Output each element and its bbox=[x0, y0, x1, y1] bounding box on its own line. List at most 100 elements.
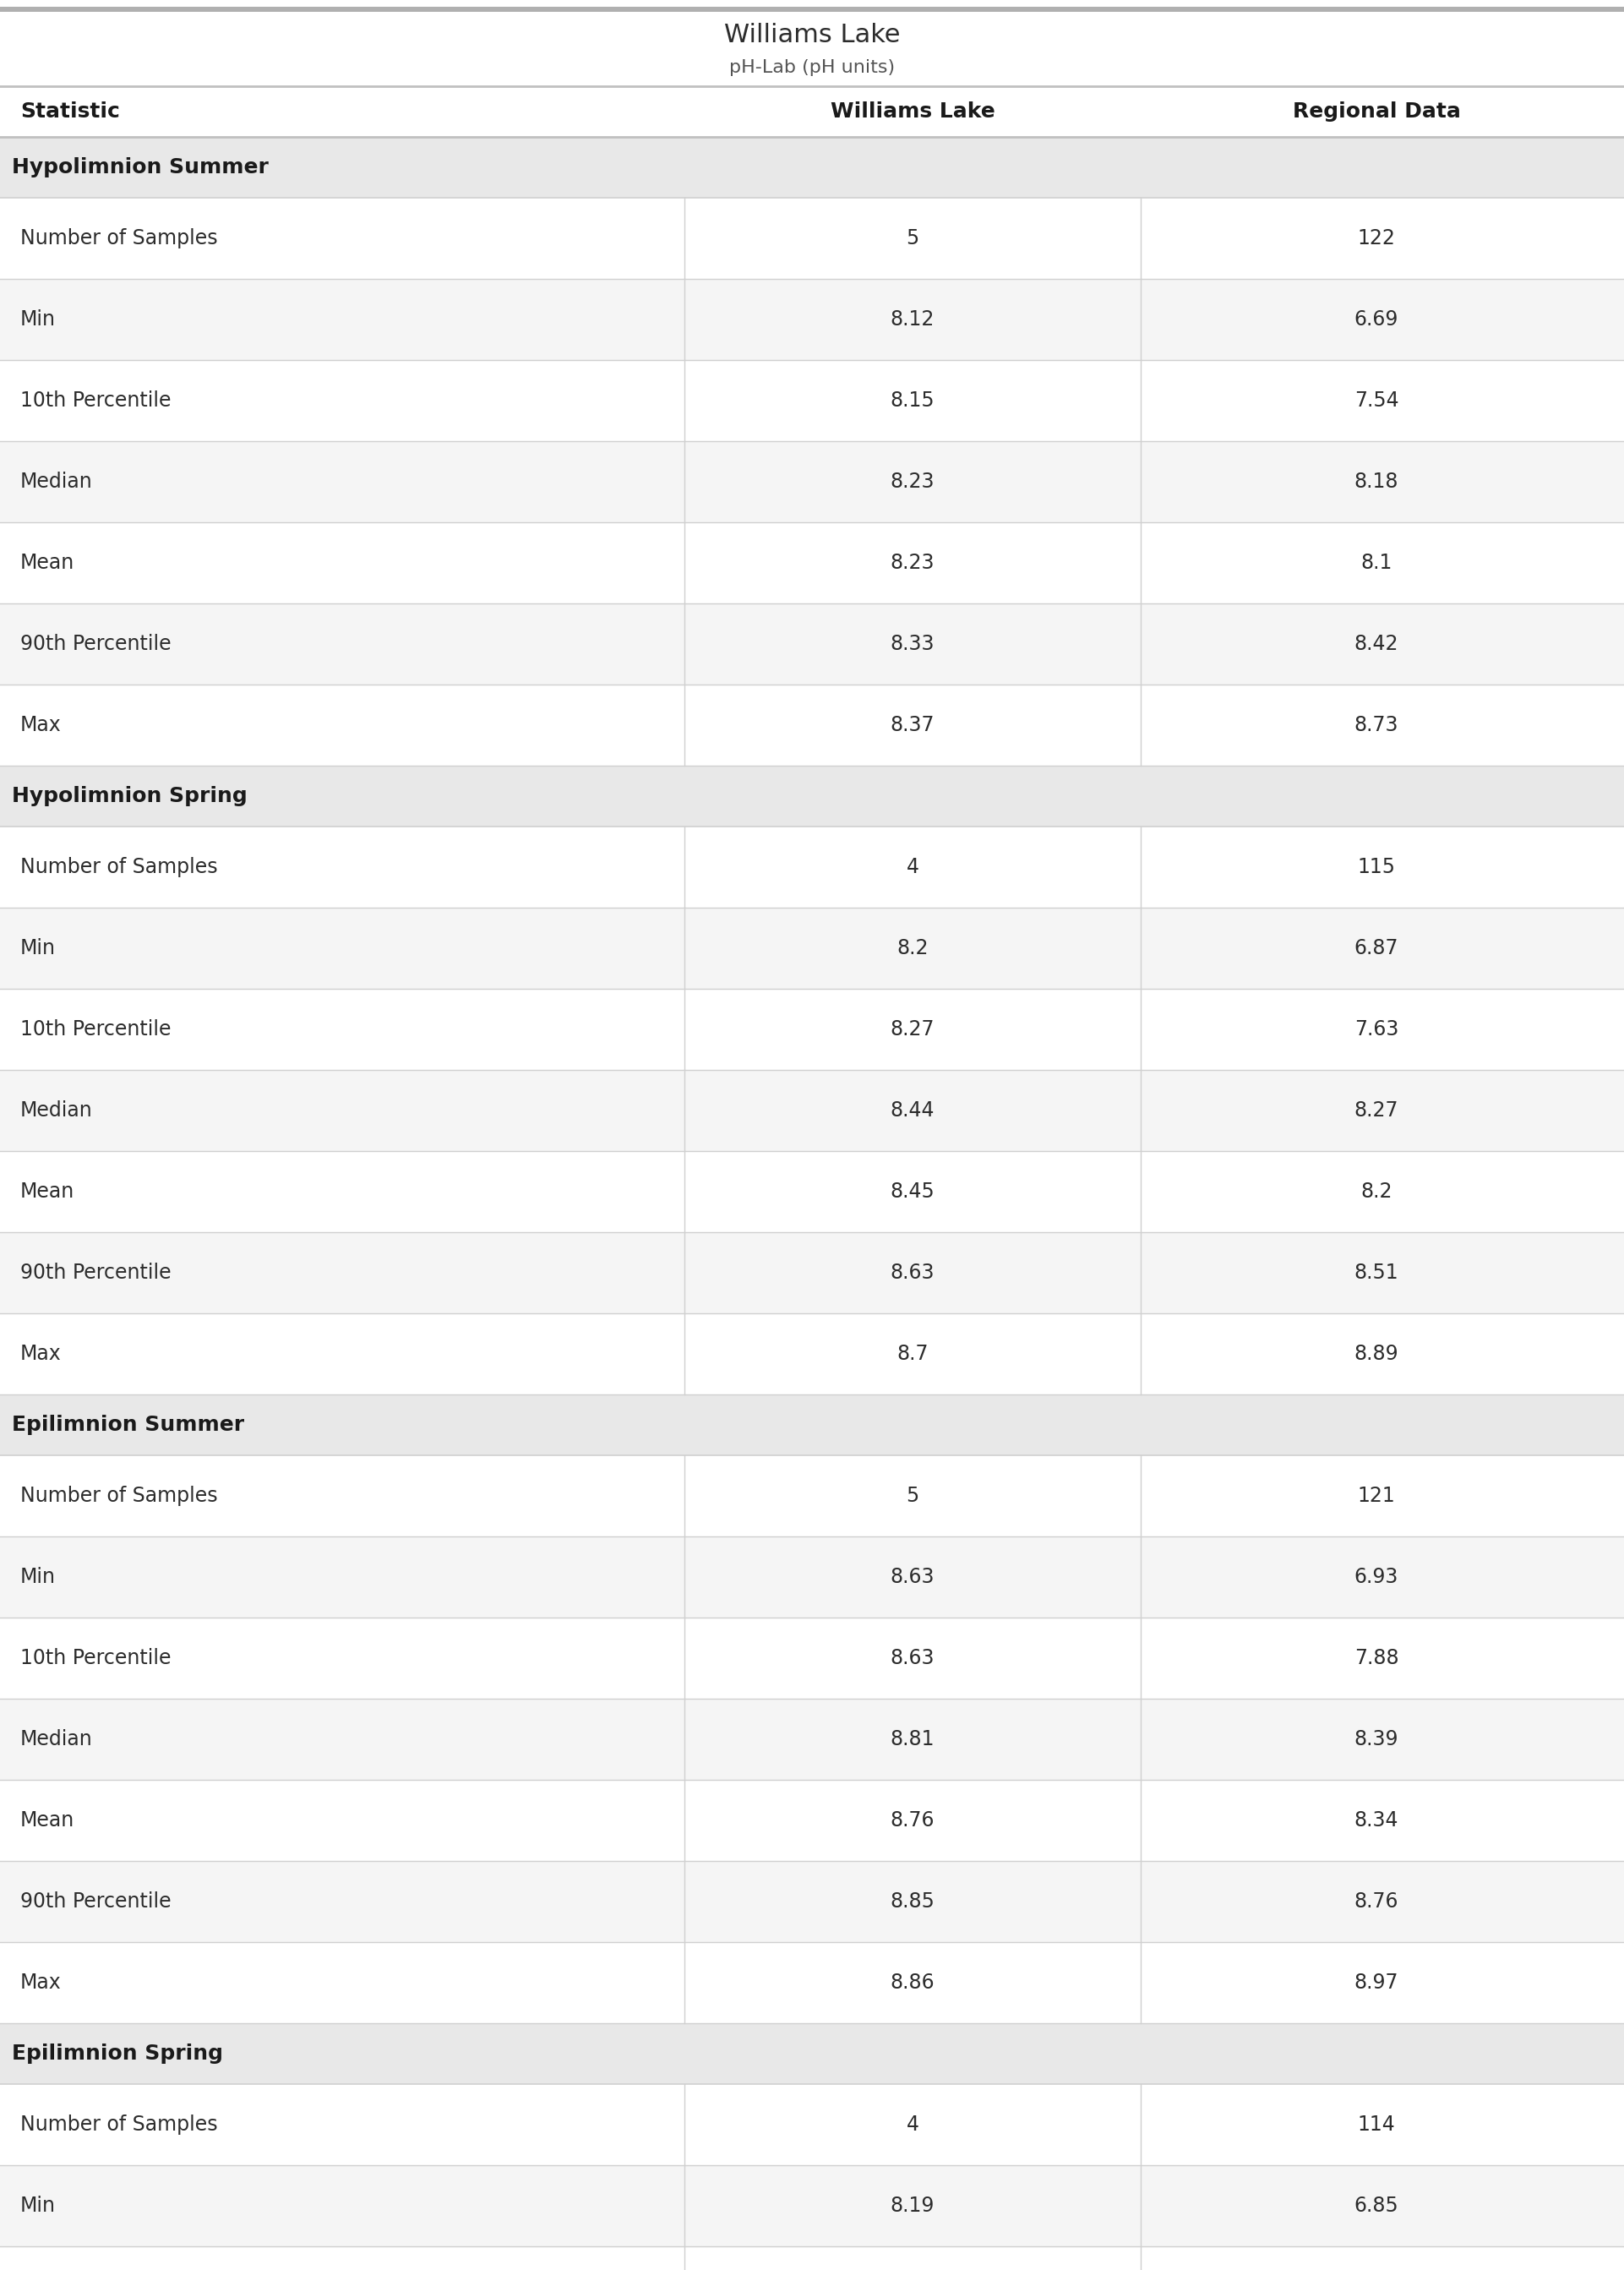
Text: 8.18: 8.18 bbox=[1354, 472, 1398, 493]
Text: 4: 4 bbox=[906, 858, 919, 876]
Bar bbox=[0, 1069, 1624, 1151]
Text: Max: Max bbox=[19, 1973, 62, 1993]
Text: 8.7: 8.7 bbox=[896, 1344, 929, 1364]
Text: 8.45: 8.45 bbox=[890, 1180, 935, 1201]
Text: 6.87: 6.87 bbox=[1354, 938, 1398, 958]
Text: 8.23: 8.23 bbox=[890, 472, 935, 493]
Text: 8.1: 8.1 bbox=[1361, 552, 1392, 572]
Bar bbox=[0, 7, 1624, 11]
Text: 8.39: 8.39 bbox=[1354, 1730, 1398, 1750]
Text: 114: 114 bbox=[1358, 2113, 1395, 2134]
Bar bbox=[0, 990, 1624, 1069]
Bar bbox=[684, 1151, 1613, 1233]
Text: 10th Percentile: 10th Percentile bbox=[19, 1019, 171, 1040]
Text: 6.69: 6.69 bbox=[1354, 309, 1398, 329]
Bar bbox=[684, 1455, 1613, 1537]
Bar bbox=[684, 1780, 1613, 1861]
Bar bbox=[0, 1861, 1624, 1943]
Text: 8.81: 8.81 bbox=[890, 1730, 935, 1750]
Text: 8.2: 8.2 bbox=[1361, 1180, 1392, 1201]
Text: 5: 5 bbox=[906, 229, 919, 247]
Text: 90th Percentile: 90th Percentile bbox=[19, 633, 171, 654]
Bar bbox=[684, 604, 1613, 686]
Text: 8.73: 8.73 bbox=[1354, 715, 1398, 735]
Bar bbox=[0, 1780, 1624, 1861]
Text: 8.86: 8.86 bbox=[890, 1973, 935, 1993]
Bar bbox=[0, 1619, 1624, 1698]
Bar bbox=[0, 2247, 1624, 2270]
Bar bbox=[0, 522, 1624, 604]
Bar bbox=[684, 2084, 1613, 2166]
Bar bbox=[684, 1619, 1613, 1698]
Text: Max: Max bbox=[19, 1344, 62, 1364]
Text: 8.2: 8.2 bbox=[896, 938, 929, 958]
Text: 8.44: 8.44 bbox=[890, 1101, 935, 1121]
Text: Number of Samples: Number of Samples bbox=[19, 1487, 218, 1505]
Text: 8.34: 8.34 bbox=[1354, 1809, 1398, 1830]
Text: 122: 122 bbox=[1358, 229, 1395, 247]
Bar bbox=[684, 522, 1613, 604]
Bar bbox=[684, 2166, 1613, 2247]
Text: 8.97: 8.97 bbox=[1354, 1973, 1398, 1993]
Bar bbox=[684, 2247, 1613, 2270]
Text: Median: Median bbox=[19, 472, 93, 493]
Text: 5: 5 bbox=[906, 1487, 919, 1505]
Text: Min: Min bbox=[19, 938, 55, 958]
Text: 8.27: 8.27 bbox=[890, 1019, 935, 1040]
Bar bbox=[0, 1943, 1624, 2023]
Bar bbox=[684, 440, 1613, 522]
Bar bbox=[684, 197, 1613, 279]
Text: 7.63: 7.63 bbox=[1354, 1019, 1398, 1040]
Text: 8.27: 8.27 bbox=[1354, 1101, 1398, 1121]
Text: 8.42: 8.42 bbox=[1354, 633, 1398, 654]
Bar bbox=[684, 1537, 1613, 1619]
Bar bbox=[0, 908, 1624, 990]
Bar bbox=[684, 1698, 1613, 1780]
Text: Hypolimnion Spring: Hypolimnion Spring bbox=[11, 785, 247, 806]
Text: 7.54: 7.54 bbox=[1354, 390, 1398, 411]
Text: 4: 4 bbox=[906, 2113, 919, 2134]
Text: 8.51: 8.51 bbox=[1354, 1262, 1398, 1283]
Bar bbox=[0, 197, 1624, 279]
Bar bbox=[684, 990, 1613, 1069]
Text: Mean: Mean bbox=[19, 552, 75, 572]
Text: 6.85: 6.85 bbox=[1354, 2195, 1398, 2216]
Text: 8.63: 8.63 bbox=[890, 1262, 935, 1283]
Text: Min: Min bbox=[19, 309, 55, 329]
Text: 90th Percentile: 90th Percentile bbox=[19, 1262, 171, 1283]
Bar bbox=[0, 604, 1624, 686]
Bar bbox=[684, 908, 1613, 990]
Text: Max: Max bbox=[19, 715, 62, 735]
Text: Williams Lake: Williams Lake bbox=[724, 23, 900, 48]
Bar bbox=[0, 2023, 1624, 2084]
Text: 8.76: 8.76 bbox=[1354, 1891, 1398, 1911]
Bar bbox=[0, 1314, 1624, 1394]
Text: Min: Min bbox=[19, 1566, 55, 1587]
Bar bbox=[0, 2084, 1624, 2166]
Text: Number of Samples: Number of Samples bbox=[19, 858, 218, 876]
Text: 90th Percentile: 90th Percentile bbox=[19, 1891, 171, 1911]
Text: Regional Data: Regional Data bbox=[1293, 102, 1460, 123]
Text: 121: 121 bbox=[1358, 1487, 1395, 1505]
Text: 8.63: 8.63 bbox=[890, 1566, 935, 1587]
Text: 10th Percentile: 10th Percentile bbox=[19, 1648, 171, 1668]
Text: 6.93: 6.93 bbox=[1354, 1566, 1398, 1587]
Bar bbox=[0, 686, 1624, 765]
Bar bbox=[0, 1233, 1624, 1314]
Text: 8.63: 8.63 bbox=[890, 1648, 935, 1668]
Text: Hypolimnion Summer: Hypolimnion Summer bbox=[11, 157, 268, 177]
Text: Mean: Mean bbox=[19, 1809, 75, 1830]
Bar bbox=[0, 826, 1624, 908]
Text: 8.89: 8.89 bbox=[1354, 1344, 1398, 1364]
Text: 8.23: 8.23 bbox=[890, 552, 935, 572]
Text: 8.12: 8.12 bbox=[890, 309, 935, 329]
Text: Mean: Mean bbox=[19, 1180, 75, 1201]
Text: Epilimnion Spring: Epilimnion Spring bbox=[11, 2043, 222, 2063]
Text: Number of Samples: Number of Samples bbox=[19, 2113, 218, 2134]
Text: Median: Median bbox=[19, 1730, 93, 1750]
Text: 10th Percentile: 10th Percentile bbox=[19, 390, 171, 411]
Bar bbox=[684, 1069, 1613, 1151]
Text: 8.33: 8.33 bbox=[890, 633, 935, 654]
Bar bbox=[684, 1943, 1613, 2023]
Bar bbox=[684, 1861, 1613, 1943]
